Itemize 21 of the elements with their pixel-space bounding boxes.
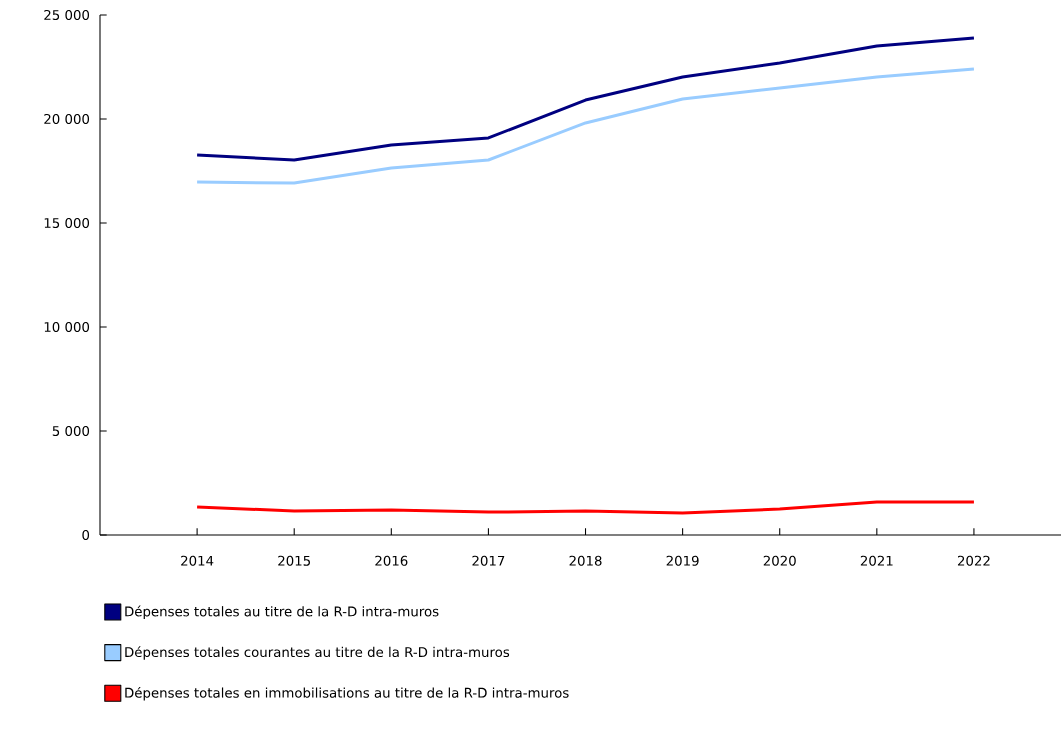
x-tick-label: 2015 bbox=[278, 555, 310, 566]
legend-label: Dépenses totales au titre de la R-D intra-muros bbox=[125, 605, 439, 620]
line-series bbox=[195, 500, 976, 515]
y-tick-label: 15 000 bbox=[44, 217, 90, 229]
y-tick-label: 20 000 bbox=[44, 113, 90, 125]
y-tick-label: 25 000 bbox=[44, 9, 90, 21]
x-tick-label: 2021 bbox=[860, 555, 893, 566]
line-series bbox=[195, 36, 976, 162]
x-tick-label: 2020 bbox=[763, 555, 796, 566]
y-tick-label: 10 000 bbox=[44, 321, 90, 333]
x-tick-label: 2016 bbox=[375, 555, 408, 566]
x-tick-label: 2019 bbox=[666, 555, 699, 566]
y-tick-label: 5 000 bbox=[52, 425, 90, 437]
line-series bbox=[195, 67, 976, 185]
y-tick-label: 0 bbox=[82, 529, 90, 541]
x-tick-label: 2017 bbox=[472, 555, 505, 566]
legend-label: Dépenses totales en immobilisations au titre de la R-D intra-muros bbox=[125, 686, 569, 701]
x-tick-label: 2014 bbox=[181, 555, 214, 566]
x-tick-label: 2022 bbox=[957, 555, 990, 566]
x-tick-label: 2018 bbox=[569, 555, 602, 566]
legend-label: Dépenses totales courantes au titre de la R-D intra-muros bbox=[125, 646, 510, 660]
